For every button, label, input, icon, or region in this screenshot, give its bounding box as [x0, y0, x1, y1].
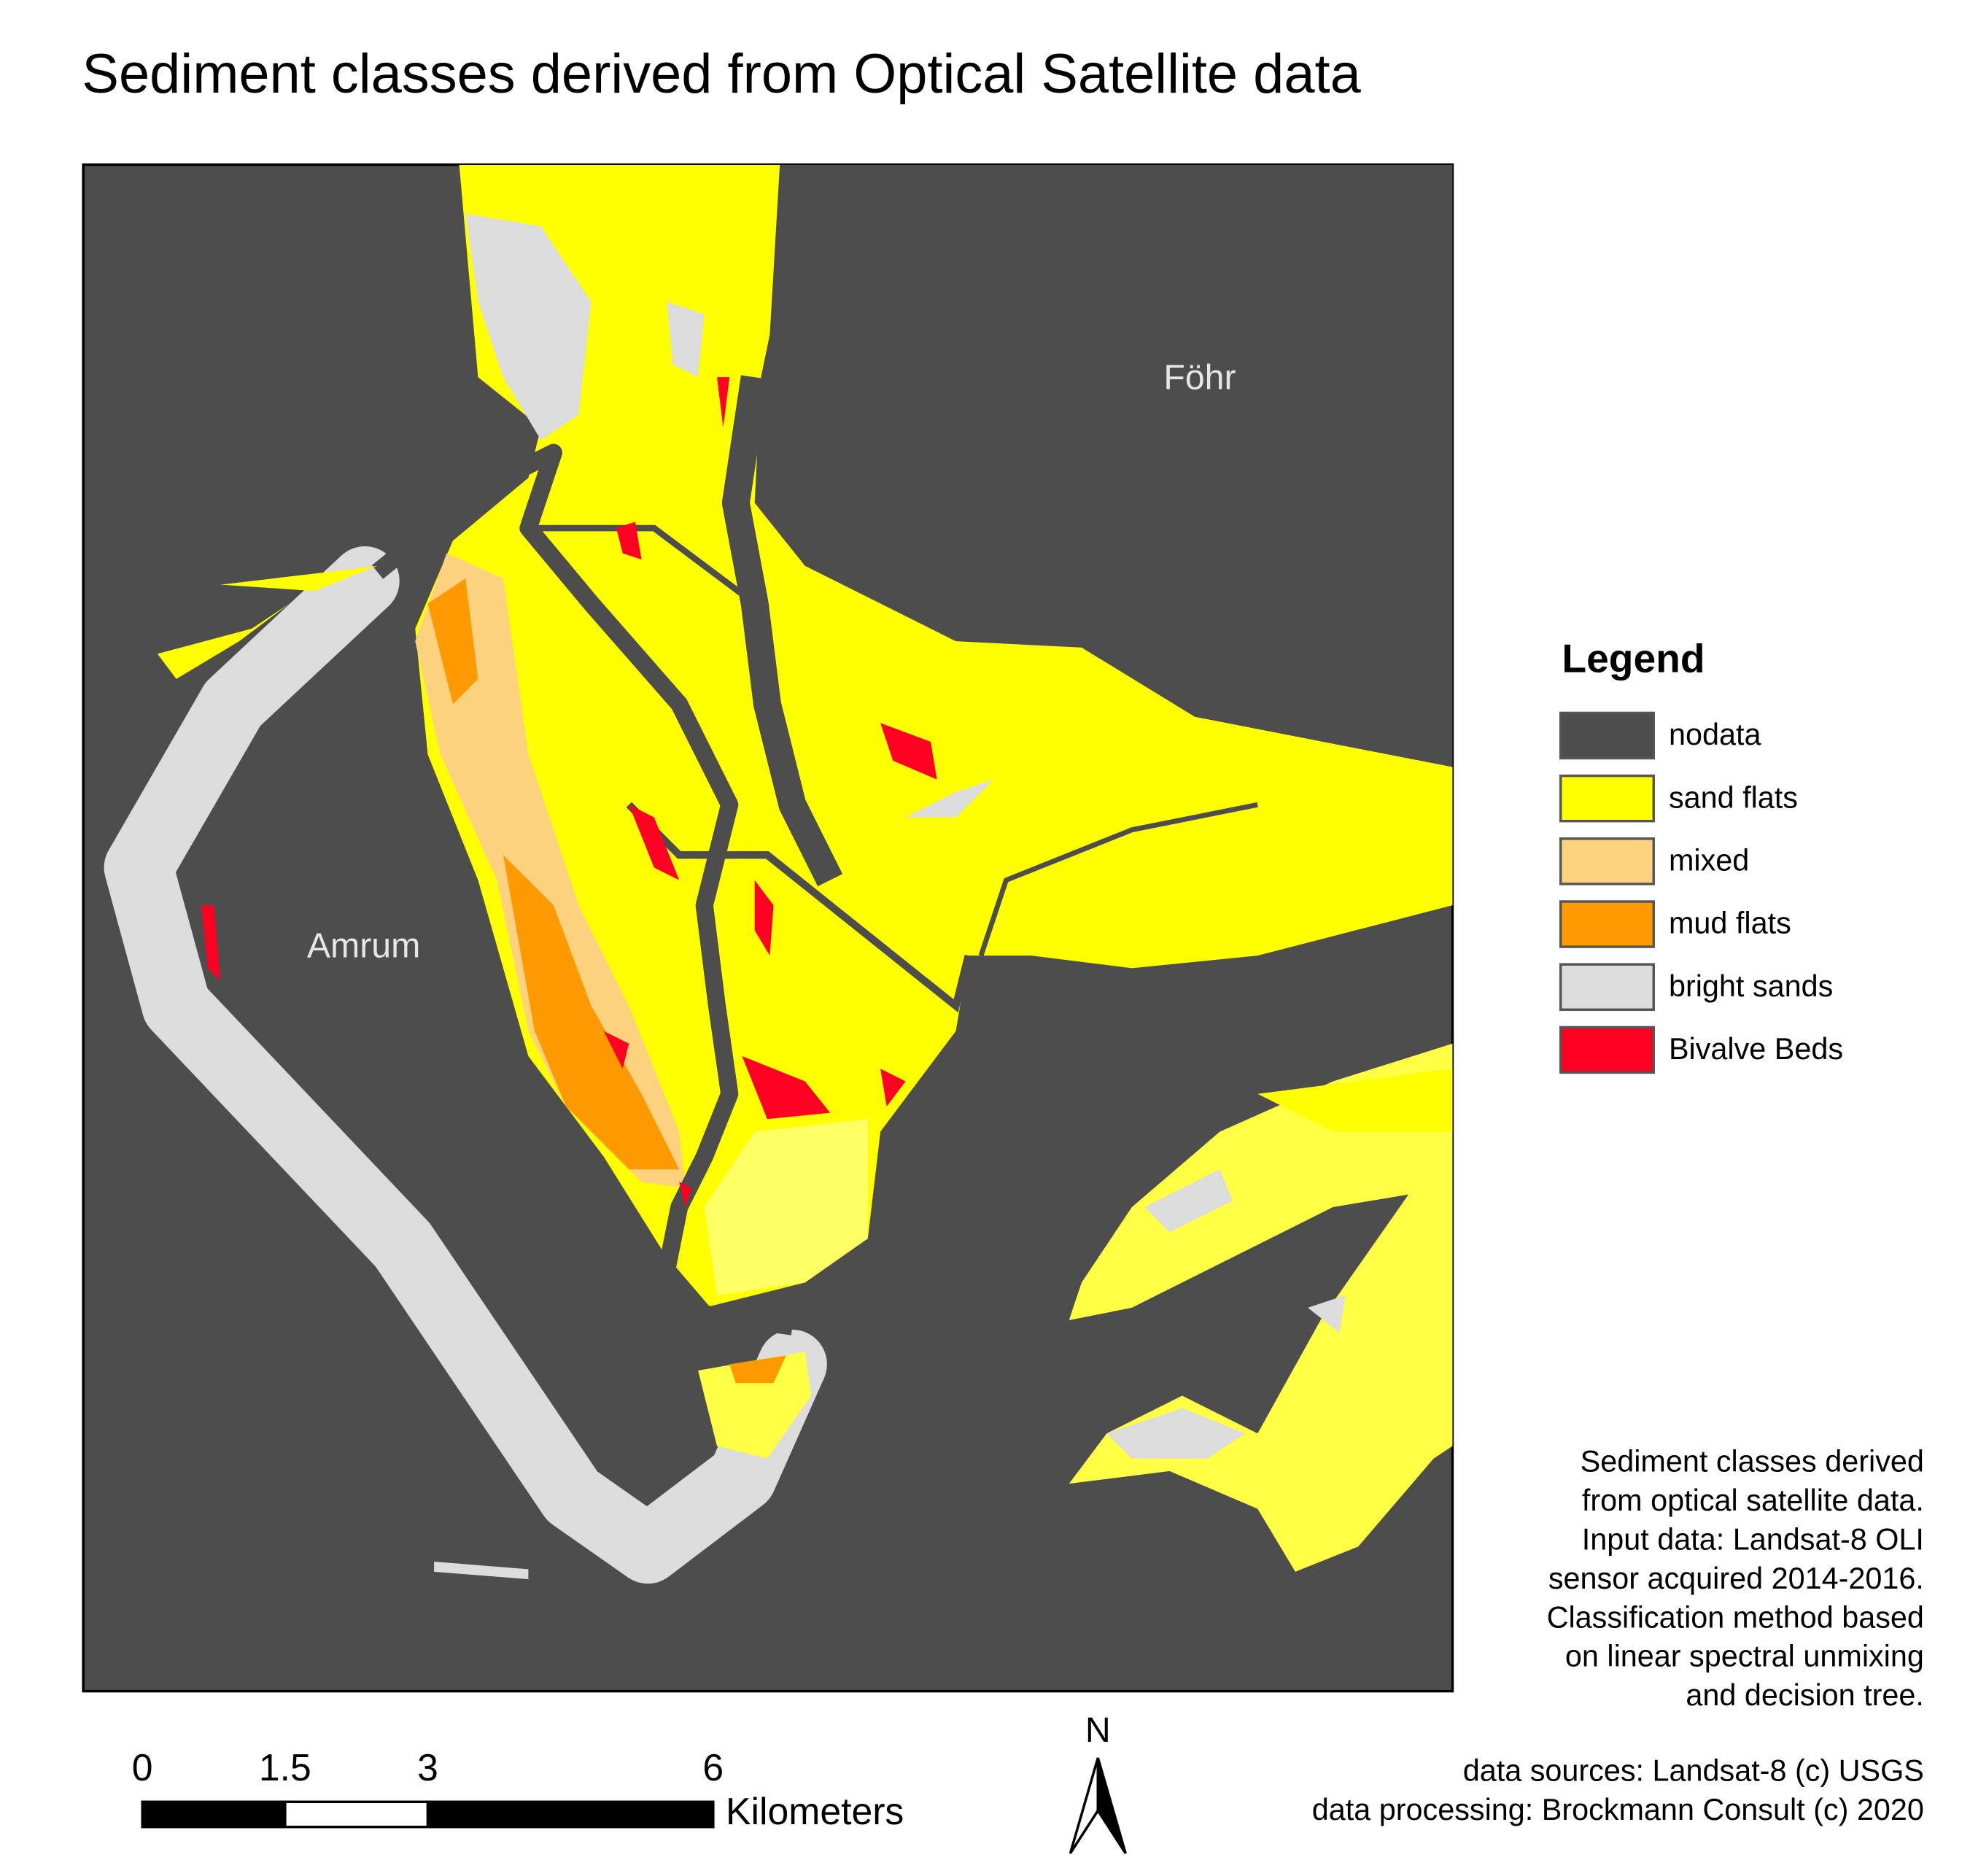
legend-label: mud flats	[1669, 907, 1791, 940]
channel	[371, 443, 794, 1336]
title: Sediment classes derived from Optical Sa…	[82, 43, 1361, 105]
bright-sands	[1106, 1408, 1246, 1459]
north-label: N	[1085, 1710, 1111, 1750]
north-arrow-left	[1069, 1757, 1100, 1854]
description-line: and decision tree.	[1686, 1678, 1924, 1712]
sand-flats	[415, 164, 1453, 1308]
legend-label: sand flats	[1669, 780, 1798, 814]
description-line: Input data: Landsat-8 OLI	[1582, 1522, 1924, 1556]
sand-flats	[1257, 1069, 1453, 1132]
place-label: Amrum	[307, 926, 420, 966]
scale-segment	[426, 1800, 715, 1829]
legend-label: bright sands	[1669, 969, 1833, 1003]
scale-tick-label: 0	[132, 1746, 153, 1788]
credit-line: data processing: Brockmann Consult (c) 2…	[1312, 1793, 1924, 1826]
legend-label: mixed	[1669, 843, 1749, 877]
map-layers	[104, 164, 1453, 1584]
north-arrow: N	[1069, 1710, 1127, 1854]
scale-unit: Kilometers	[726, 1790, 904, 1832]
bright-sands	[667, 301, 705, 378]
description-line: Sediment classes derived	[1581, 1444, 1924, 1478]
sand-flat	[698, 1352, 812, 1459]
description-line: sensor acquired 2014-2016.	[1548, 1562, 1924, 1595]
place-label: Föhr	[1163, 357, 1236, 397]
legend-swatch	[1559, 711, 1655, 760]
bright-sands	[905, 779, 994, 818]
description-line: Classification method based	[1547, 1600, 1924, 1634]
map-frame	[82, 163, 1454, 1693]
scale-tick-label: 3	[417, 1746, 438, 1788]
sand-flat	[220, 565, 378, 592]
channel	[626, 802, 972, 1013]
channel	[528, 524, 757, 606]
legend-swatch	[1559, 837, 1655, 885]
mud-flat	[729, 1355, 786, 1384]
description-line: on linear spectral unmixing	[1565, 1640, 1924, 1673]
legend-label: Bivalve Beds	[1669, 1032, 1843, 1066]
description: Sediment classes derived from optical sat…	[1312, 1444, 1924, 1826]
bright-sands	[434, 1562, 529, 1580]
scale-segment	[284, 1800, 430, 1829]
bivalve-beds	[201, 377, 937, 1207]
legend-swatch	[1559, 1026, 1655, 1074]
legend-title: Legend	[1562, 635, 1705, 681]
legend-swatch	[1559, 963, 1655, 1011]
channel	[978, 802, 1258, 957]
bright-sands	[1144, 1169, 1233, 1233]
north-arrow-right	[1096, 1757, 1127, 1854]
mixed	[415, 553, 686, 1189]
bright-sands	[104, 546, 827, 1584]
scale-tick-label: 1.5	[259, 1746, 311, 1788]
legend: Legend nodata sand flats mixed mud flats bri…	[1559, 635, 1843, 1074]
legend-label: nodata	[1669, 718, 1761, 751]
mud-flats	[503, 855, 680, 1170]
bright-sands	[465, 214, 592, 441]
foehr-island	[761, 164, 1453, 767]
channel	[721, 375, 843, 887]
legend-swatch	[1559, 900, 1655, 948]
sand-flat	[157, 603, 290, 679]
legend-swatch	[1559, 774, 1655, 823]
bright-sands	[1308, 1295, 1346, 1333]
scale-segment	[141, 1800, 287, 1829]
description-line: from optical satellite data.	[1582, 1484, 1924, 1517]
credit-line: data sources: Landsat-8 (c) USGS	[1463, 1754, 1924, 1788]
scale-tick-label: 6	[702, 1746, 724, 1788]
mud-flats	[427, 578, 478, 705]
sand-flat	[704, 1119, 868, 1295]
